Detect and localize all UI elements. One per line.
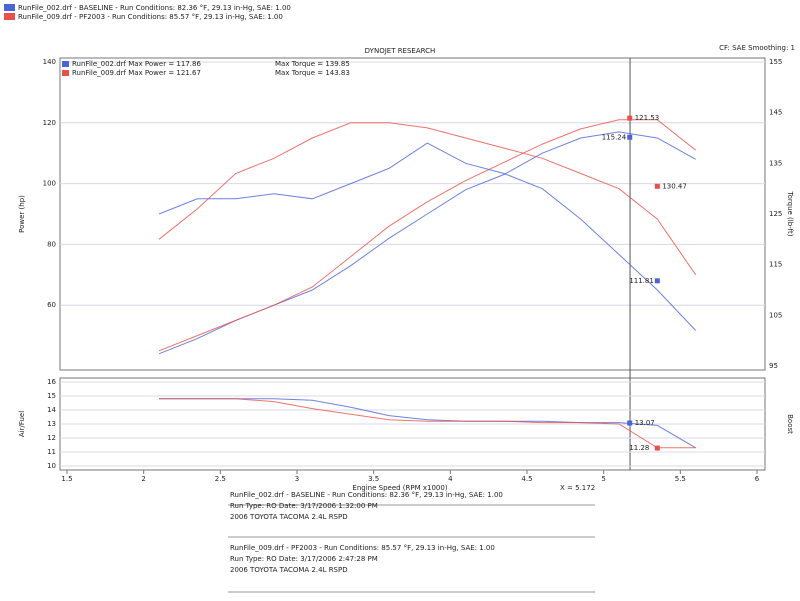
y2-tick-label: 105 [769, 311, 782, 319]
y-tick-label: 60 [47, 301, 56, 309]
y-axis-title: Power (hp) [18, 195, 26, 233]
annotation-marker [627, 115, 633, 121]
x-axis-title: Engine Speed (RPM x1000) [352, 484, 447, 492]
x-tick-label: 5.5 [675, 475, 686, 483]
y2-axis-title: Torque (lb-ft) [786, 191, 794, 237]
annotation-label: 11.28 [629, 444, 649, 452]
annotation-label: 13.07 [635, 419, 655, 427]
run-note: 2006 TOYOTA TACOMA 2.4L RSPD [230, 566, 348, 574]
legend-entry: Max Torque = 143.83 [275, 69, 350, 77]
run-note: RunFile_002.drf - BASELINE - Run Conditi… [230, 491, 503, 499]
y-axis-title: Air/Fuel [18, 411, 26, 437]
run1-swatch [4, 4, 15, 11]
main-frame [59, 57, 766, 371]
cursor-label: X = 5.172 [560, 484, 595, 492]
y2-tick-label: 145 [769, 109, 782, 117]
y-tick-label: 10 [47, 462, 56, 470]
annotation-marker [627, 134, 633, 140]
y2-tick-label: 135 [769, 159, 782, 167]
x-tick-label: 4.5 [521, 475, 532, 483]
y2-axis-title: Boost [786, 414, 794, 434]
run-note: Run Type: RO Date: 3/17/2006 2:47:28 PM [230, 555, 378, 563]
y2-tick-label: 125 [769, 210, 782, 218]
y2-tick-label: 95 [769, 362, 778, 370]
annotation-label: 115.24 [602, 133, 627, 141]
x-tick-label: 3 [295, 475, 299, 483]
series-line [158, 131, 696, 355]
header-run1: RunFile_002.drf - BASELINE - Run Conditi… [18, 4, 291, 12]
y-tick-label: 11 [47, 448, 56, 456]
y2-tick-label: 155 [769, 58, 782, 66]
legend-entry: RunFile_002.drf Max Power = 117.86 [72, 60, 201, 68]
annotation-marker [654, 183, 660, 189]
y-tick-label: 14 [47, 406, 56, 414]
y-tick-label: 13 [47, 420, 56, 428]
run-note: Run Type: RO Date: 3/17/2006 1:32:00 PM [230, 502, 378, 510]
y-tick-label: 80 [47, 240, 56, 248]
y2-tick-label: 115 [769, 261, 782, 269]
y-tick-label: 100 [43, 180, 56, 188]
y-tick-label: 15 [47, 392, 56, 400]
x-tick-label: 3.5 [368, 475, 379, 483]
y-tick-label: 16 [47, 378, 56, 386]
series-line [158, 122, 697, 276]
x-tick-label: 2 [141, 475, 145, 483]
annotation-marker [627, 420, 633, 426]
legend-entry: Max Torque = 139.85 [275, 60, 350, 68]
x-tick-label: 1.5 [61, 475, 72, 483]
series-line [159, 398, 696, 449]
chart-title: DYNOJET RESEARCH [365, 47, 436, 55]
header-run2: RunFile_009.drf - PF2003 - Run Condition… [18, 13, 283, 21]
y-tick-label: 12 [47, 434, 56, 442]
series-line [158, 119, 697, 352]
x-tick-label: 5 [601, 475, 605, 483]
run-note: 2006 TOYOTA TACOMA 2.4L RSPD [230, 513, 348, 521]
series-line [158, 142, 697, 331]
series-line [159, 398, 696, 449]
annotation-label: 121.53 [635, 114, 660, 122]
annotation-label: 111.81 [629, 277, 654, 285]
annotation-label: 130.47 [662, 182, 687, 190]
x-tick-label: 4 [448, 475, 453, 483]
legend-swatch [62, 61, 69, 67]
settings: CF: SAE Smoothing: 1 [719, 44, 795, 52]
y-tick-label: 140 [43, 58, 56, 66]
run-note: RunFile_009.drf - PF2003 - Run Condition… [230, 544, 495, 552]
annotation-marker [654, 278, 660, 284]
run2-swatch [4, 13, 15, 20]
x-tick-label: 6 [755, 475, 760, 483]
y-tick-label: 120 [43, 119, 56, 127]
legend-entry: RunFile_009.drf Max Power = 121.67 [72, 69, 201, 77]
x-tick-label: 2.5 [215, 475, 226, 483]
annotation-marker [654, 445, 660, 451]
legend-swatch [62, 70, 69, 76]
